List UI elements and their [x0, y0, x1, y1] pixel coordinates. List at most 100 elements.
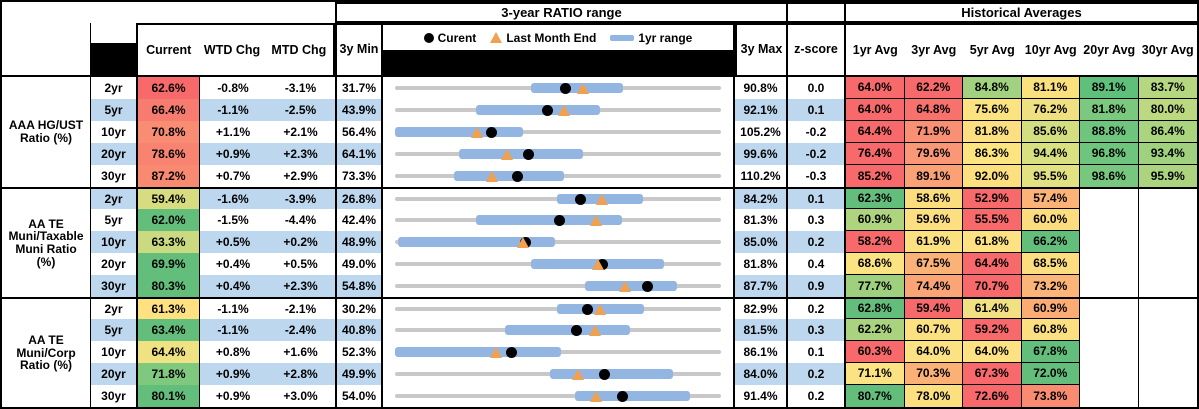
avg-value-cell: 70.3%	[904, 363, 963, 385]
avg-blank-cell	[1139, 319, 1198, 341]
avg-blank-cell	[1080, 253, 1139, 275]
zscore-title-blank	[788, 2, 846, 23]
range-chart-track-area	[395, 121, 721, 143]
wtd-chg-cell: -1.1%	[200, 297, 266, 319]
z-score-cell: -0.2	[788, 121, 846, 143]
avg-value-cell: 64.4%	[963, 253, 1022, 275]
3y-min-cell: 73.3%	[335, 165, 383, 187]
z-score-cell: 0.2	[788, 231, 846, 253]
1yr-range-bar	[574, 391, 690, 401]
avg-value-cell: 67.5%	[904, 253, 963, 275]
tenor-cell: 10yr	[91, 121, 138, 143]
avg-value-cell: 52.9%	[963, 187, 1022, 209]
3y-max-cell: 87.7%	[735, 275, 788, 297]
tenor-cell: 30yr	[91, 165, 138, 187]
mtd-chg-cell: +3.0%	[266, 385, 335, 407]
title-row-left-blank	[2, 2, 335, 23]
tenor-cell: 10yr	[91, 341, 138, 363]
3y-min-cell: 40.8%	[335, 319, 383, 341]
avg-value-cell: 80.0%	[1138, 99, 1197, 121]
avg-value-cell: 62.2%	[846, 319, 905, 341]
mtd-chg-cell: -2.1%	[266, 297, 335, 319]
avg-value-cell: 64.0%	[846, 77, 905, 99]
current-value-cell: 70.8%	[138, 121, 200, 143]
chart-legend: Curent Last Month End 1yr range	[383, 25, 733, 50]
avg-value-cell: 62.2%	[904, 77, 963, 99]
avg-value-cell: 81.8%	[963, 121, 1022, 143]
current-marker-dot	[522, 148, 534, 160]
3y-min-cell: 49.9%	[335, 363, 383, 385]
current-marker-dot	[553, 214, 565, 226]
avg-value-cell: 68.5%	[1021, 253, 1080, 275]
current-value-cell: 80.1%	[138, 385, 200, 407]
avg-blank-cell	[1080, 275, 1139, 297]
range-chart-track-area	[395, 299, 721, 319]
avg-value-cell: 73.8%	[1021, 385, 1080, 407]
avg-value-cell: 61.4%	[963, 297, 1022, 319]
avg-value-cell: 66.2%	[1021, 231, 1080, 253]
avg-column-header-5yr: 5yr Avg	[969, 43, 1015, 57]
current-value-cell: 66.4%	[138, 99, 200, 121]
legend-last-month-item: Last Month End	[490, 31, 596, 45]
avg-value-cell: 55.5%	[963, 209, 1022, 231]
range-chart-cell	[383, 297, 735, 319]
mtd-chg-cell: +2.3%	[266, 143, 335, 165]
range-chart-track-area	[395, 209, 721, 231]
last-month-end-marker-triangle	[590, 390, 603, 402]
last-month-end-marker-triangle	[558, 104, 571, 116]
avg-column-header-20yr: 20yr Avg	[1083, 43, 1136, 57]
current-value-cell: 71.8%	[138, 363, 200, 385]
avg-column-header-1yr: 1yr Avg	[852, 43, 898, 57]
1yr-range-bar	[585, 281, 678, 291]
current-marker-dot	[598, 368, 610, 380]
current-value-cell: 63.4%	[138, 319, 200, 341]
3y-min-cell: 49.0%	[335, 253, 383, 275]
avg-blank-cell	[1080, 385, 1139, 407]
avg-value-cell: 95.9%	[1138, 165, 1197, 187]
range-chart-cell	[383, 209, 735, 231]
z-score-cell: 0.3	[788, 319, 846, 341]
3y-max-cell: 82.9%	[735, 297, 788, 319]
3y-max-cell: 86.1%	[735, 341, 788, 363]
current-marker-dot	[512, 170, 524, 182]
range-chart-cell	[383, 385, 735, 407]
wtd-chg-cell: +0.9%	[200, 363, 266, 385]
avg-blank-cell	[1139, 341, 1198, 363]
avg-value-cell: 62.8%	[846, 297, 905, 319]
range-chart-cell	[383, 231, 735, 253]
avg-blank-cell	[1139, 385, 1198, 407]
wtd-chg-cell: +0.4%	[200, 253, 266, 275]
3y-range-track	[395, 284, 721, 288]
current-value-cell: 69.9%	[138, 253, 200, 275]
avg-value-cell: 59.6%	[904, 209, 963, 231]
avg-value-cell: 58.6%	[904, 187, 963, 209]
avg-value-cell: 59.2%	[963, 319, 1022, 341]
avg-value-cell: 81.8%	[1080, 99, 1139, 121]
avg-value-cell: 71.1%	[846, 363, 905, 385]
mtd-chg-cell: +1.6%	[266, 341, 335, 363]
current-dot-icon	[423, 32, 434, 43]
range-section-title: 3-year RATIO range	[335, 2, 788, 23]
avg-value-cell: 73.2%	[1021, 275, 1080, 297]
last-month-triangle-icon	[490, 32, 503, 43]
avg-value-cell: 86.3%	[963, 143, 1022, 165]
avg-value-cell: 79.6%	[904, 143, 963, 165]
z-score-cell: 0.2	[788, 385, 846, 407]
3y-range-track	[395, 130, 721, 134]
legend-current-item: Curent	[423, 31, 476, 45]
avg-blank-cell	[1080, 297, 1139, 319]
avg-value-cell: 76.2%	[1021, 99, 1080, 121]
1yr-range-bar	[476, 215, 623, 225]
range-chart-cell	[383, 77, 735, 99]
3y-min-cell: 31.7%	[335, 77, 383, 99]
group-label: AA TE Muni/Corp Ratio (%)	[2, 297, 91, 407]
last-month-end-marker-triangle	[590, 214, 603, 226]
avg-value-cell: 72.0%	[1021, 363, 1080, 385]
range-chart-cell	[383, 121, 735, 143]
mtd-chg-cell: +2.8%	[266, 363, 335, 385]
avg-value-cell: 72.6%	[963, 385, 1022, 407]
avg-value-cell: 64.8%	[904, 99, 963, 121]
mtd-chg-cell: +0.5%	[266, 253, 335, 275]
3y-max-cell: 81.8%	[735, 253, 788, 275]
